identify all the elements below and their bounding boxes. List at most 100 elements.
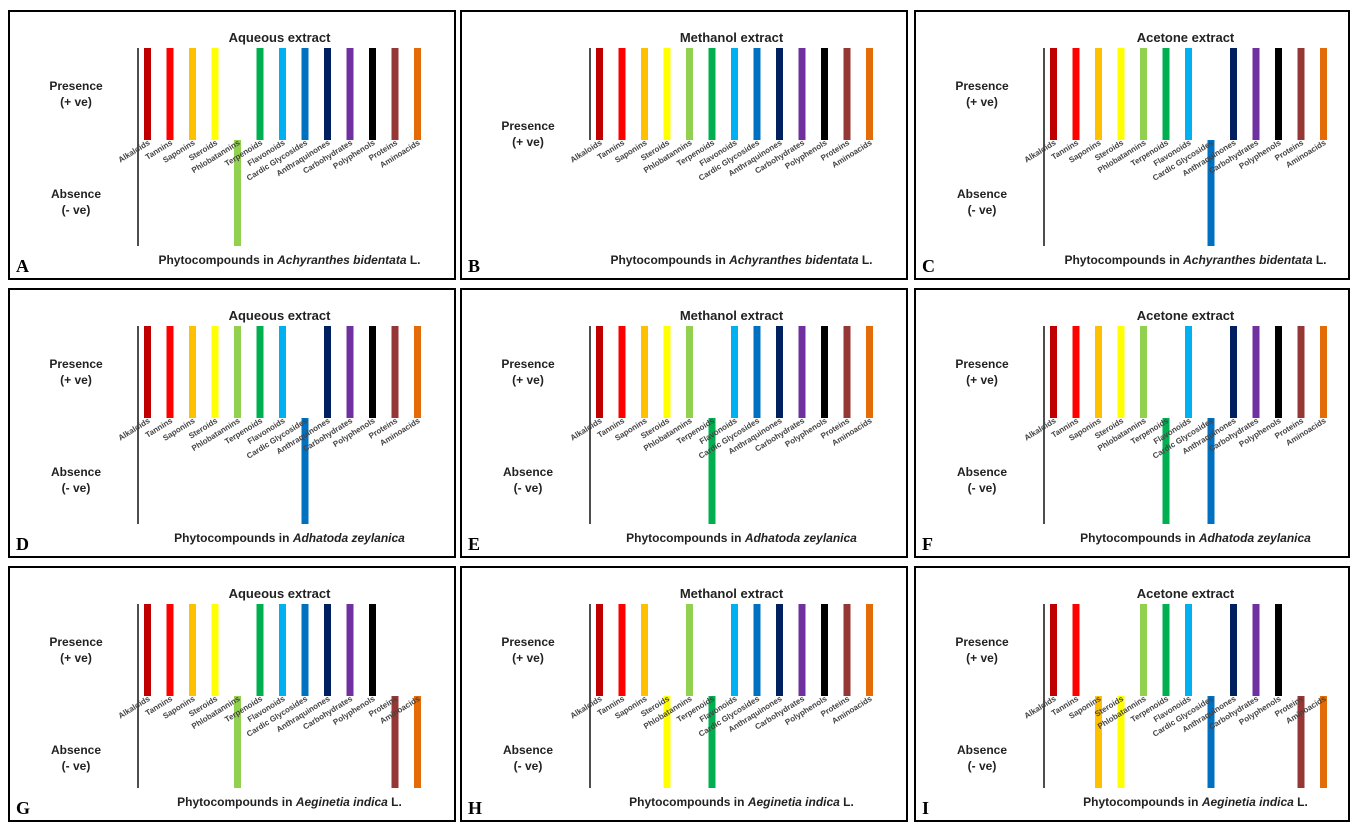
- chart-panel-d: Aqueous extract Presence (+ ve) Absence (- v…: [8, 288, 456, 558]
- chart-panel-b: Methanol extract Presence (+ ve) Alkaloids T…: [460, 10, 908, 280]
- bar-aminoacids: [1320, 326, 1327, 418]
- bar-cardic-glycosides: [1207, 140, 1215, 246]
- chart-title: Methanol extract: [680, 586, 784, 601]
- bar-phlobatannins: [686, 326, 693, 418]
- caption-prefix: Phytocompounds in: [158, 253, 277, 267]
- bar-tannins: [1072, 48, 1080, 140]
- presence-label: Presence: [955, 79, 1009, 93]
- bar-anthraquinones: [1230, 48, 1237, 140]
- presence-label: Presence: [49, 79, 103, 93]
- chart-svg: Methanol extract Presence (+ ve) Absence (- …: [468, 586, 874, 818]
- chart-svg: Acetone extract Presence (+ ve) Absence (- v…: [922, 30, 1328, 276]
- presence-label: Presence: [955, 357, 1009, 371]
- chart-panel-c: Acetone extract Presence (+ ve) Absence (- v…: [914, 10, 1350, 280]
- bar-cardic-glycosides: [753, 604, 761, 696]
- bar-polyphenols: [821, 48, 828, 140]
- presence-label: Presence: [49, 635, 103, 649]
- presence-sub-label: (+ ve): [512, 651, 544, 665]
- bar-alkaloids: [596, 326, 603, 418]
- caption-suffix: L.: [1294, 795, 1308, 809]
- caption-species: Achyranthes bidentata: [728, 253, 859, 267]
- chart-panel-i: Acetone extract Presence (+ ve) Absence (- v…: [914, 566, 1350, 822]
- caption-species: Adhatoda zeylanica: [292, 531, 405, 545]
- bar-cardic-glycosides: [753, 48, 761, 140]
- bar-proteins: [391, 326, 399, 418]
- bar-polyphenols: [1275, 604, 1282, 696]
- caption-suffix: L.: [1313, 253, 1327, 267]
- absence-label: Absence: [957, 743, 1007, 757]
- bar-cardic-glycosides: [301, 418, 309, 524]
- bar-saponins: [641, 48, 648, 140]
- bar-flavonoids: [279, 326, 286, 418]
- bar-anthraquinones: [324, 326, 331, 418]
- bar-cardic-glycosides: [1207, 696, 1215, 788]
- bar-flavonoids: [279, 604, 286, 696]
- bar-carbohydrates: [1252, 326, 1260, 418]
- caption-species: Aeginetia indica: [747, 795, 840, 809]
- bar-anthraquinones: [776, 48, 783, 140]
- caption-species: Aeginetia indica: [1201, 795, 1294, 809]
- bar-aminoacids: [866, 604, 873, 696]
- absence-label: Absence: [51, 187, 101, 201]
- presence-sub-label: (+ ve): [966, 651, 998, 665]
- absence-sub-label: (- ve): [62, 481, 91, 495]
- bar-polyphenols: [369, 48, 376, 140]
- chart-caption: Phytocompounds in Achyranthes bidentata …: [158, 253, 420, 267]
- bar-polyphenols: [369, 604, 376, 696]
- bar-tannins: [166, 48, 174, 140]
- panel-letter: H: [468, 798, 482, 818]
- bar-carbohydrates: [1252, 604, 1260, 696]
- chart-caption: Phytocompounds in Adhatoda zeylanica: [1080, 531, 1311, 545]
- bar-cardic-glycosides: [301, 48, 309, 140]
- chart-caption: Phytocompounds in Aeginetia indica L.: [1083, 795, 1308, 809]
- bar-terpenoids: [708, 48, 716, 140]
- bar-carbohydrates: [346, 326, 354, 418]
- presence-sub-label: (+ ve): [512, 373, 544, 387]
- panel-letter: B: [468, 256, 480, 276]
- caption-prefix: Phytocompounds in: [629, 795, 748, 809]
- bar-steroids: [663, 696, 671, 788]
- bar-terpenoids: [256, 326, 264, 418]
- presence-label: Presence: [501, 357, 555, 371]
- bar-flavonoids: [1185, 326, 1192, 418]
- bar-tannins: [1072, 604, 1080, 696]
- bar-polyphenols: [1275, 48, 1282, 140]
- chart-caption: Phytocompounds in Achyranthes bidentata …: [1064, 253, 1326, 267]
- bar-aminoacids: [866, 48, 873, 140]
- bar-polyphenols: [821, 326, 828, 418]
- bar-flavonoids: [1185, 48, 1192, 140]
- bar-flavonoids: [1185, 604, 1192, 696]
- caption-species: Aeginetia indica: [295, 795, 388, 809]
- chart-title: Acetone extract: [1137, 586, 1235, 601]
- chart-caption: Phytocompounds in Adhatoda zeylanica: [174, 531, 405, 545]
- bar-steroids: [1117, 48, 1125, 140]
- bar-carbohydrates: [798, 48, 806, 140]
- panel-letter: C: [922, 256, 935, 276]
- caption-species: Adhatoda zeylanica: [744, 531, 857, 545]
- chart-title: Methanol extract: [680, 308, 784, 323]
- chart-caption: Phytocompounds in Adhatoda zeylanica: [626, 531, 857, 545]
- bar-aminoacids: [1320, 48, 1327, 140]
- bar-saponins: [641, 604, 648, 696]
- bar-terpenoids: [1162, 48, 1170, 140]
- bar-alkaloids: [144, 48, 151, 140]
- bar-terpenoids: [256, 604, 264, 696]
- caption-prefix: Phytocompounds in: [1083, 795, 1202, 809]
- bar-aminoacids: [414, 326, 421, 418]
- chart-svg: Methanol extract Presence (+ ve) Absence (- …: [468, 308, 874, 554]
- absence-sub-label: (- ve): [514, 481, 543, 495]
- bar-alkaloids: [596, 604, 603, 696]
- caption-prefix: Phytocompounds in: [1080, 531, 1199, 545]
- bar-anthraquinones: [776, 326, 783, 418]
- caption-prefix: Phytocompounds in: [626, 531, 745, 545]
- absence-label: Absence: [503, 743, 553, 757]
- panel-letter: I: [922, 798, 929, 818]
- presence-label: Presence: [955, 635, 1009, 649]
- caption-suffix: L.: [388, 795, 402, 809]
- caption-prefix: Phytocompounds in: [174, 531, 293, 545]
- bar-phlobatannins: [234, 326, 241, 418]
- bar-flavonoids: [279, 48, 286, 140]
- bar-saponins: [1095, 696, 1102, 788]
- caption-species: Adhatoda zeylanica: [1198, 531, 1311, 545]
